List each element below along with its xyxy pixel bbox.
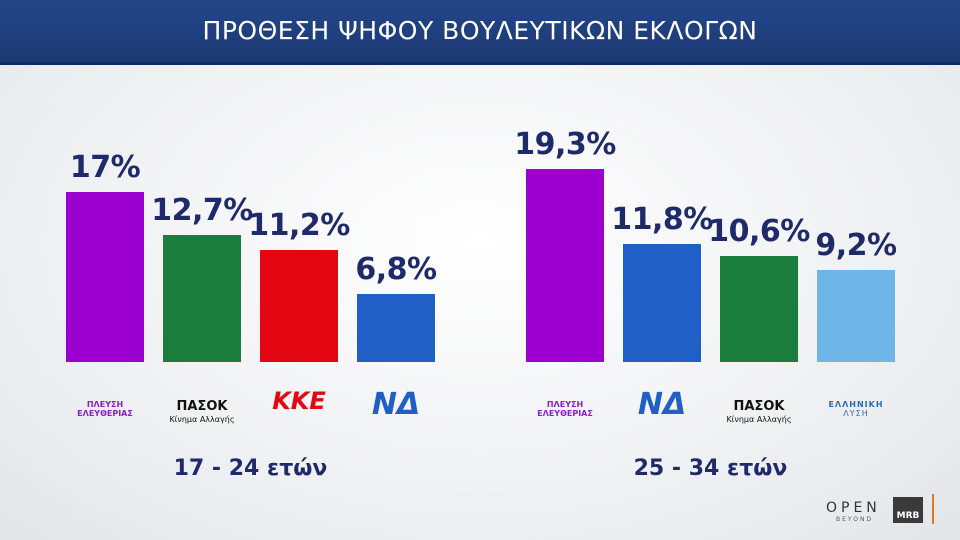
party-logo: ΠΑΣΟΚ Κίνημα Αλλαγής [169, 399, 235, 424]
bar [357, 294, 435, 362]
party-logo: ΝΔ [637, 387, 687, 422]
value-label: 9,2% [815, 228, 897, 263]
channel-logo: OPEN [826, 500, 881, 516]
title: ΠΡΟΘΕΣΗ ΨΗΦΟΥ ΒΟΥΛΕΥΤΙΚΩΝ ΕΚΛΟΓΩΝ [202, 16, 758, 45]
channel-tagline: BEYOND [836, 516, 874, 523]
party-logo: ΕΛΛΗΝΙΚΗ ΛΥΣΗ [828, 400, 884, 419]
value-label: 6,8% [355, 252, 437, 287]
bar [720, 256, 798, 362]
value-label: 11,2% [248, 208, 350, 243]
party-logo: ΚΚΕ [272, 387, 326, 415]
header-bar [0, 0, 960, 65]
value-label: 11,8% [611, 202, 713, 237]
group-label: 17 - 24 ετών [173, 456, 328, 481]
party-logo: ΝΔ [371, 387, 421, 422]
divider [932, 494, 934, 524]
bar [526, 169, 604, 362]
value-label: 10,6% [708, 214, 810, 249]
value-label: 17% [69, 150, 141, 185]
group-label: 25 - 34 ετών [633, 456, 788, 481]
bar [66, 192, 144, 362]
bar [260, 250, 338, 362]
bar [623, 244, 701, 362]
party-logo: ΠΑΣΟΚ Κίνημα Αλλαγής [726, 399, 792, 424]
party-logo: ΠΛΕΥΣΗ ΕΛΕΥΘΕΡΙΑΣ [77, 400, 133, 419]
value-label: 19,3% [514, 127, 616, 162]
bar [817, 270, 895, 362]
value-label: 12,7% [151, 193, 253, 228]
pollster-logo: MRB [893, 497, 923, 523]
bar [163, 235, 241, 362]
party-logo: ΠΛΕΥΣΗ ΕΛΕΥΘΕΡΙΑΣ [537, 400, 593, 419]
